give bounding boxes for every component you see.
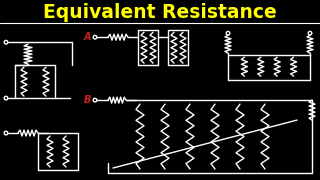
Text: Equivalent Resistance: Equivalent Resistance [43,3,277,22]
Text: B: B [83,95,91,105]
Text: A: A [83,32,91,42]
